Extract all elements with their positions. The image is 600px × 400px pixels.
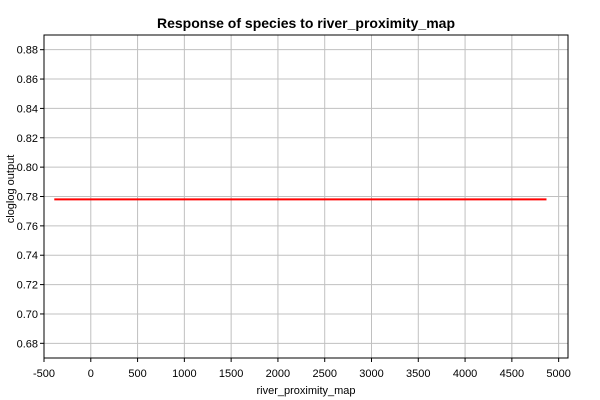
y-tick-label: 0.88 xyxy=(17,45,38,57)
y-tick-label: 0.74 xyxy=(17,250,38,262)
x-tick-label: 1000 xyxy=(172,368,196,380)
y-tick-label: 0.68 xyxy=(17,338,38,350)
y-tick-label: 0.70 xyxy=(17,309,38,321)
axis-layer: -500 0 500 1000 1500 2000 2500 3000 3500 4000 4500… xyxy=(17,45,571,380)
y-tick-label: 0.84 xyxy=(17,103,38,115)
x-tick-label: 3500 xyxy=(406,368,430,380)
y-axis-label: cloglog output xyxy=(5,155,17,224)
chart-title: Response of species to river_proximity_m… xyxy=(157,15,455,31)
x-tick-label: 1500 xyxy=(219,368,243,380)
y-tick-label: 0.78 xyxy=(17,192,38,204)
y-tick-label: 0.76 xyxy=(17,221,38,233)
x-tick-label: 3000 xyxy=(359,368,383,380)
grid-layer xyxy=(43,35,568,358)
y-tick-label: 0.80 xyxy=(17,162,38,174)
x-tick-label: -500 xyxy=(33,368,55,380)
x-tick-label: 2000 xyxy=(266,368,290,380)
x-axis-label: river_proximity_map xyxy=(256,385,355,397)
y-tick-label: 0.72 xyxy=(17,280,38,292)
x-tick-label: 2500 xyxy=(312,368,336,380)
x-tick-label: 0 xyxy=(88,368,94,380)
x-tick-label: 5000 xyxy=(546,368,570,380)
y-tick-label: 0.86 xyxy=(17,74,38,86)
x-tick-label: 4000 xyxy=(453,368,477,380)
x-tick-label: 500 xyxy=(128,368,146,380)
y-tick-label: 0.82 xyxy=(17,133,38,145)
x-tick-label: 4500 xyxy=(500,368,524,380)
